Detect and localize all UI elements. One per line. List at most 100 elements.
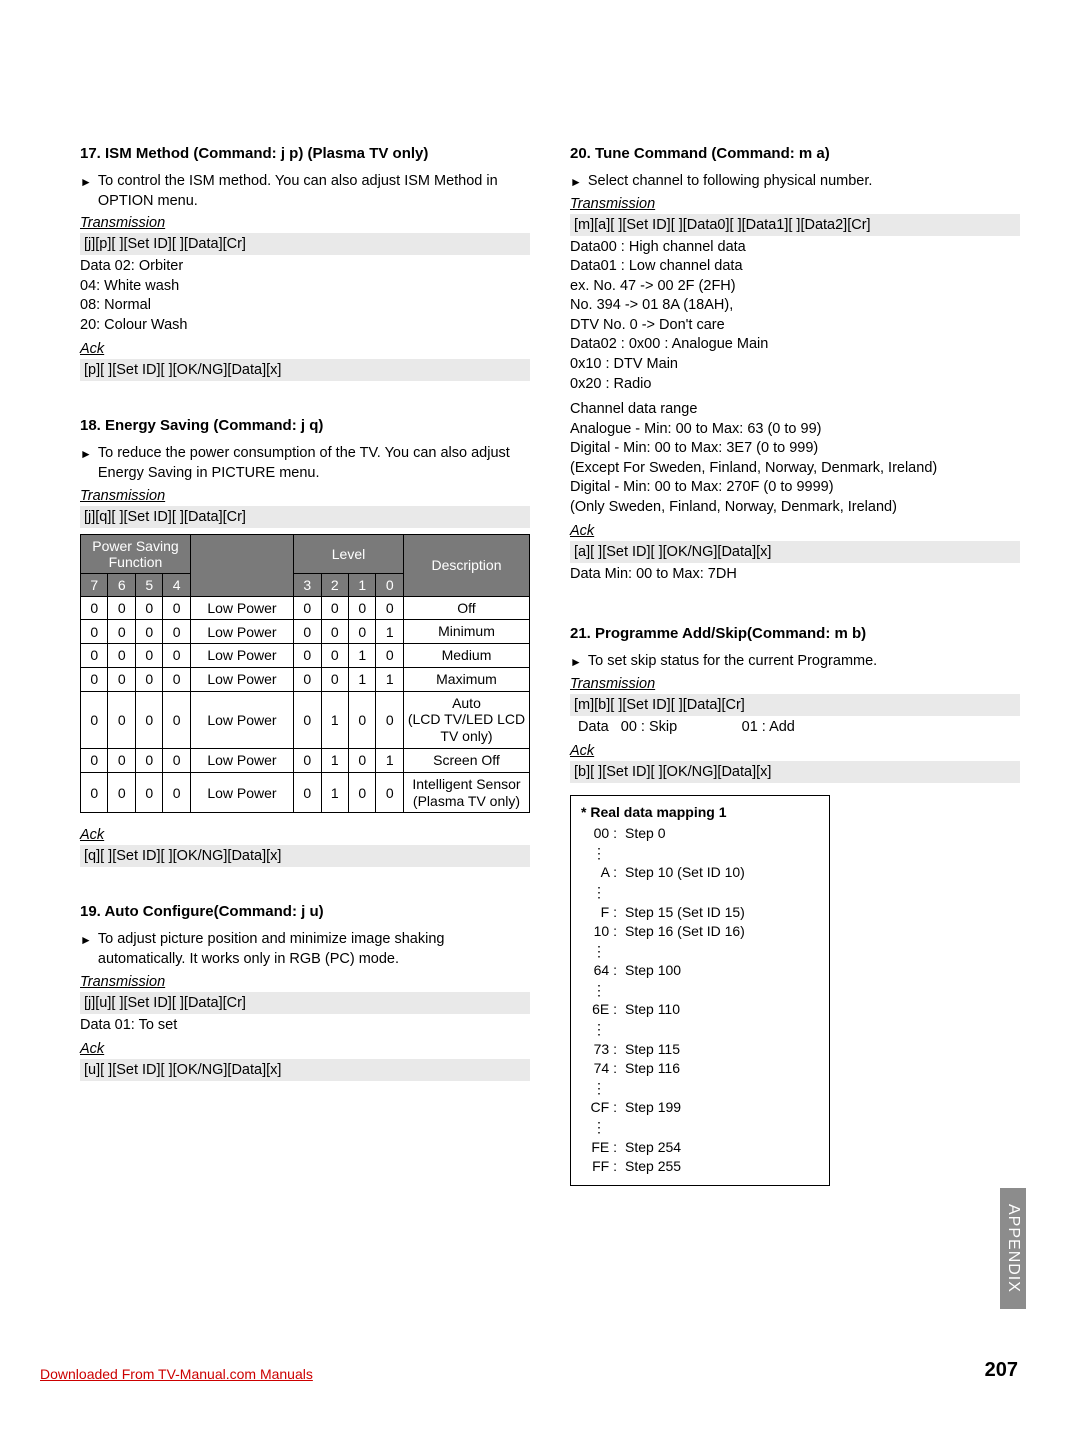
table-cell: 0 [376,596,403,620]
bit6: 6 [108,573,135,596]
table-cell: 0 [135,620,162,644]
map-row: ⋮ [581,942,819,962]
sec17-title: 17. ISM Method (Command: j p) (Plasma TV… [80,145,530,162]
map-row: 74 : Step 116 [581,1059,819,1079]
sec17-ack-label: Ack [80,341,530,357]
table-cell: 0 [294,644,321,668]
table-cell: 1 [321,772,348,813]
footer-link[interactable]: Downloaded From TV-Manual.com Manuals [40,1366,313,1382]
sec21-ack-label: Ack [570,743,1020,759]
map-key: 74 : [581,1059,617,1079]
map-val: Step 100 [625,961,681,981]
sec21-ack: [b][ ][Set ID][ ][OK/NG][Data][x] [570,761,1020,783]
table-cell: 0 [135,691,162,748]
table-cell: Low Power [190,644,293,668]
table-cell: 0 [108,596,135,620]
table-cell: Auto (LCD TV/LED LCD TV only) [403,691,529,748]
sec17-data: Data 02: Orbiter 04: White wash 08: Norm… [80,257,530,335]
map-key: 10 : [581,922,617,942]
sec21-title: 21. Programme Add/Skip(Command: m b) [570,625,1020,642]
map-key: FF : [581,1157,617,1177]
table-cell: 0 [81,749,108,773]
table-cell: 0 [163,667,190,691]
bit4: 4 [163,573,190,596]
map-row: ⋮ [581,883,819,903]
table-row: 0000Low Power0010Medium [81,644,530,668]
table-row: 0000Low Power0001Minimum [81,620,530,644]
table-cell: 0 [163,772,190,813]
sec18-title: 18. Energy Saving (Command: j q) [80,417,530,434]
map-row: FE :Step 254 [581,1138,819,1158]
table-cell: Low Power [190,749,293,773]
sec18-ack: [q][ ][Set ID][ ][OK/NG][Data][x] [80,845,530,867]
map-row: A :Step 10 (Set ID 10) [581,863,819,883]
table-cell: 0 [135,772,162,813]
sec19-ack: [u][ ][Set ID][ ][OK/NG][Data][x] [80,1059,530,1081]
map-row: 10 :Step 16 (Set ID 16) [581,922,819,942]
page: 17. ISM Method (Command: j p) (Plasma TV… [0,0,1080,1226]
th-level: Level [294,534,404,573]
table-cell: 0 [163,620,190,644]
sec20-transmission-label: Transmission [570,196,1020,212]
map-key: ⋮ [581,981,617,1001]
sec18-transmission-label: Transmission [80,488,530,504]
sec20-ack: [a][ ][Set ID][ ][OK/NG][Data][x] [570,541,1020,563]
map-row: ⋮ [581,1118,819,1138]
map-key: 00 : [581,824,617,844]
mapping-box: * Real data mapping 1 00 :Step 0⋮A :Step… [570,795,830,1186]
sec17-tx: [j][p][ ][Set ID][ ][Data][Cr] [80,233,530,255]
map-key: A : [581,863,617,883]
table-cell: 0 [81,691,108,748]
map-key: 73 : [581,1040,617,1060]
table-cell: 0 [108,772,135,813]
map-key: ⋮ [581,1118,617,1138]
map-val: Step 116 [625,1059,680,1079]
table-cell: 0 [376,691,403,748]
bit5: 5 [135,573,162,596]
map-row: 73 :Step 115 [581,1040,819,1060]
sec18-tx: [j][q][ ][Set ID][ ][Data][Cr] [80,506,530,528]
bit2: 2 [321,573,348,596]
sec21-tx: [m][b][ ][Set ID][ ][Data][Cr] [570,694,1020,716]
table-cell: 1 [321,691,348,748]
map-row: F :Step 15 (Set ID 15) [581,903,819,923]
sec21-data: Data 00 : Skip 01 : Add [570,718,1020,738]
table-cell: 0 [348,772,375,813]
sec17-desc: To control the ISM method. You can also … [80,172,530,211]
map-row: ⋮ [581,1079,819,1099]
sec17-ack: [p][ ][Set ID][ ][OK/NG][Data][x] [80,359,530,381]
map-val: Step 254 [625,1138,681,1158]
table-cell: Low Power [190,667,293,691]
map-key: ⋮ [581,883,617,903]
table-cell: 0 [294,749,321,773]
table-cell: 0 [348,749,375,773]
table-cell: 1 [376,667,403,691]
map-row: CF :Step 199 [581,1098,819,1118]
energy-table: Power Saving Function Level Description … [80,534,530,814]
table-cell: 1 [348,667,375,691]
table-cell: 0 [81,620,108,644]
table-cell: Maximum [403,667,529,691]
sec19-title: 19. Auto Configure(Command: j u) [80,903,530,920]
table-cell: 0 [321,620,348,644]
table-cell: Low Power [190,772,293,813]
map-key: ⋮ [581,942,617,962]
table-cell: Minimum [403,620,529,644]
map-val: Step 110 [625,1000,680,1020]
left-column: 17. ISM Method (Command: j p) (Plasma TV… [80,145,530,1186]
sec18-desc: To reduce the power consumption of the T… [80,444,530,483]
table-cell: 0 [294,691,321,748]
th-desc: Description [403,534,529,596]
bit0: 0 [376,573,403,596]
table-cell: 0 [294,596,321,620]
table-cell: Low Power [190,596,293,620]
table-cell: 0 [108,749,135,773]
table-cell: 0 [135,749,162,773]
table-cell: Low Power [190,691,293,748]
sec21-desc: To set skip status for the current Progr… [570,652,1020,672]
table-cell: 0 [348,596,375,620]
table-row: 0000Low Power0100Auto (LCD TV/LED LCD TV… [81,691,530,748]
table-cell: Off [403,596,529,620]
sec20-desc: Select channel to following physical num… [570,172,1020,192]
map-row: ⋮ [581,981,819,1001]
